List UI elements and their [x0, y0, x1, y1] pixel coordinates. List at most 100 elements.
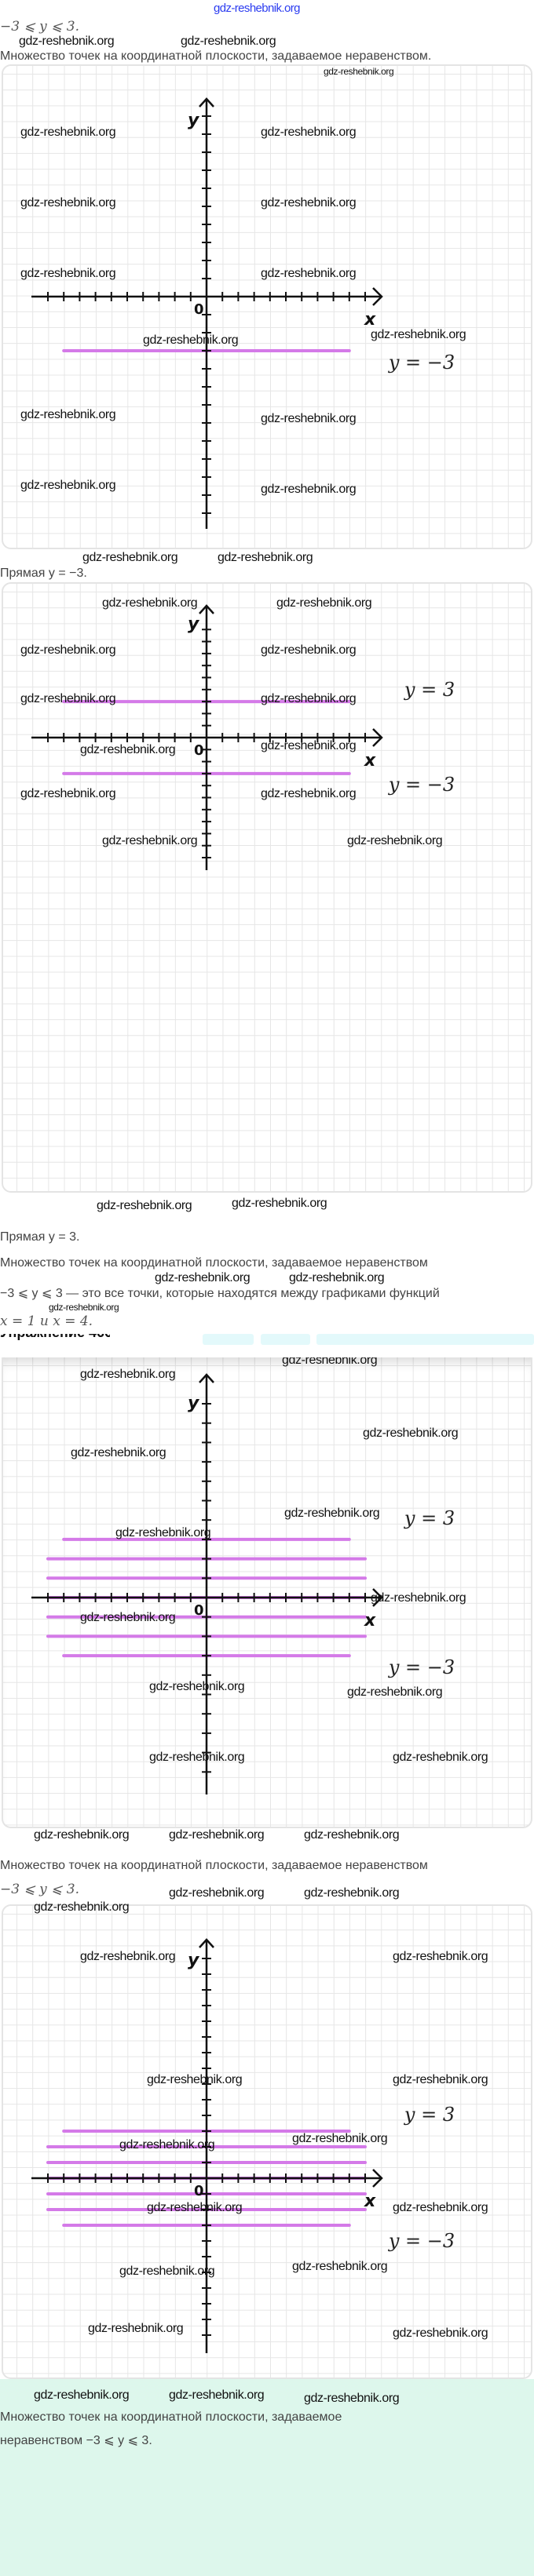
y-axis-label: y: [188, 1951, 200, 1970]
watermark: gdz-reshebnik.org: [284, 1507, 380, 1520]
paragraph-text: Множество точек на координатной плоскост…: [0, 1859, 428, 1872]
x-axis-arrow-icon: [372, 2169, 383, 2188]
y-axis-label: y: [188, 1394, 200, 1413]
answer-footer: gdz-reshebnik.org gdz-reshebnik.org gdz-…: [0, 2379, 534, 2576]
inequality-text: −3 ⩽ y ⩽ 3.: [0, 19, 79, 35]
watermark: gdz-reshebnik.org: [261, 267, 357, 280]
watermark: gdz-reshebnik.org: [80, 1950, 176, 1963]
watermark: gdz-reshebnik.org: [347, 834, 443, 847]
watermark: gdz-reshebnik.org: [88, 2322, 184, 2335]
watermark: gdz-reshebnik.org: [34, 2388, 130, 2402]
line-label: y = 3: [404, 679, 455, 701]
x-axis-arrow-icon: [372, 728, 383, 747]
origin-label: 0: [194, 301, 204, 318]
x-axis-label: x: [364, 1611, 376, 1630]
watermark: gdz-reshebnik.org: [393, 2073, 488, 2086]
watermark: gdz-reshebnik.org: [261, 739, 357, 752]
coordinate-plane: y x 0 y = 3 y = −3: [31, 1373, 455, 1794]
coordinate-plane: y x 0 y = 3 y = −3: [31, 1938, 455, 2353]
watermark: gdz-reshebnik.org: [155, 1271, 251, 1284]
watermark: gdz-reshebnik.org: [261, 196, 357, 210]
watermark: gdz-reshebnik.org: [102, 834, 198, 847]
footer-text: неравенством −3 ⩽ y ⩽ 3.: [0, 2434, 152, 2447]
watermark: gdz-reshebnik.org: [20, 408, 116, 421]
watermark: gdz-reshebnik.org: [102, 596, 198, 610]
line-label: y = 3: [404, 1507, 455, 1529]
paragraph-text: −3 ⩽ y ⩽ 3 — это все точки, которые нахо…: [0, 1287, 440, 1300]
watermark: gdz-reshebnik.org: [393, 2326, 488, 2340]
origin-label: 0: [194, 742, 204, 759]
watermark: gdz-reshebnik.org: [149, 1751, 245, 1764]
y-axis-arrow-icon: [199, 604, 214, 614]
watermark: gdz-reshebnik.org: [261, 126, 357, 139]
watermark: gdz-reshebnik.org: [261, 412, 357, 425]
origin-label: 0: [194, 1602, 204, 1619]
paragraph-text: Множество точек на координатной плоскост…: [0, 49, 432, 63]
watermark: gdz-reshebnik.org: [34, 1900, 130, 1914]
graph-card-4: y x 0 y = 3 y = −3 gdz-reshebnik.org gdz-reshe…: [2, 1904, 532, 2379]
x-axis-label: x: [364, 751, 376, 771]
watermark: gdz-reshebnik.org: [304, 1828, 400, 1842]
x-axis-label: x: [364, 2192, 376, 2211]
graph-card-2: y x 0 y = 3 y = −3 gdz-reshebnik.org gdz-reshe…: [2, 582, 532, 1193]
watermark: gdz-reshebnik.org: [371, 328, 466, 341]
watermark: gdz-reshebnik.org: [20, 267, 116, 280]
watermark: gdz-reshebnik.org: [115, 1526, 211, 1539]
graph-card-3: y x 0 y = 3 y = −3 gdz-reshebnik.org gdz-reshe…: [2, 1357, 532, 1828]
coordinate-plane: y x 0 y = −3: [31, 97, 455, 529]
watermark: gdz-reshebnik.org: [261, 787, 357, 800]
watermark: gdz-reshebnik.org: [169, 1828, 265, 1842]
watermark: gdz-reshebnik.org: [97, 1199, 192, 1212]
watermark: gdz-reshebnik.org: [80, 743, 176, 756]
watermark: gdz-reshebnik.org: [232, 1197, 327, 1210]
watermark: gdz-reshebnik.org: [169, 2388, 265, 2402]
caption-text: Прямая y = 3.: [0, 1230, 80, 1244]
watermark: gdz-reshebnik.org: [143, 333, 239, 347]
watermark: gdz-reshebnik.org: [20, 196, 116, 210]
watermark: gdz-reshebnik.org: [292, 2132, 388, 2145]
tab-placeholder[interactable]: [203, 1334, 254, 1345]
watermark: gdz-reshebnik.org: [49, 1302, 119, 1313]
watermark: gdz-reshebnik.org: [119, 2264, 215, 2278]
equation-text: x = 1 и x = 4.: [0, 1314, 93, 1329]
x-axis-arrow-icon: [372, 1588, 383, 1607]
watermark: gdz-reshebnik.org: [289, 1271, 385, 1284]
watermark: gdz-reshebnik.org: [261, 643, 357, 657]
watermark: gdz-reshebnik.org: [20, 126, 116, 139]
coordinate-plane: y x 0 y = 3 y = −3: [31, 604, 455, 870]
watermark: gdz-reshebnik.org: [304, 2392, 400, 2405]
watermark: gdz-reshebnik.org: [393, 2201, 488, 2214]
watermark: gdz-reshebnik.org: [371, 1591, 466, 1605]
watermark: gdz-reshebnik.org: [363, 1426, 459, 1440]
line-label: y = −3: [388, 774, 455, 796]
paragraph-text: Множество точек на координатной плоскост…: [0, 1256, 428, 1270]
tab-placeholder[interactable]: [261, 1334, 310, 1345]
y-axis-arrow-icon: [199, 97, 214, 107]
line-label: y = −3: [388, 1656, 455, 1678]
y-axis-label: y: [188, 111, 200, 130]
watermark: gdz-reshebnik.org: [169, 1886, 265, 1900]
origin-label: 0: [194, 2183, 204, 2199]
tab-placeholder[interactable]: [316, 1334, 534, 1345]
watermark: gdz-reshebnik.org: [20, 692, 116, 705]
clipped-heading: Упражнение 466: [0, 1334, 110, 1340]
line-label: y = −3: [388, 2230, 455, 2252]
watermark: gdz-reshebnik.org: [347, 1685, 443, 1699]
watermark: gdz-reshebnik.org: [149, 1680, 245, 1693]
y-axis-label: y: [188, 614, 200, 634]
watermark: gdz-reshebnik.org: [276, 596, 372, 610]
watermark-top[interactable]: gdz-reshebnik.org: [214, 2, 300, 15]
x-axis-arrow-icon: [372, 287, 383, 306]
watermark: gdz-reshebnik.org: [82, 551, 178, 564]
watermark: gdz-reshebnik.org: [261, 483, 357, 496]
caption-text: Прямая y = −3.: [0, 567, 87, 580]
watermark: gdz-reshebnik.org: [282, 1357, 378, 1367]
line-label: y = 3: [404, 2104, 455, 2126]
watermark: gdz-reshebnik.org: [80, 1368, 176, 1381]
watermark: gdz-reshebnik.org: [261, 692, 357, 705]
watermark: gdz-reshebnik.org: [119, 2138, 215, 2152]
graph-card-1: y x 0 y = −3 gdz-reshebnik.org gdz-reshebnik.…: [2, 64, 532, 549]
line-label: y = −3: [388, 352, 455, 373]
watermark: gdz-reshebnik.org: [20, 787, 116, 800]
